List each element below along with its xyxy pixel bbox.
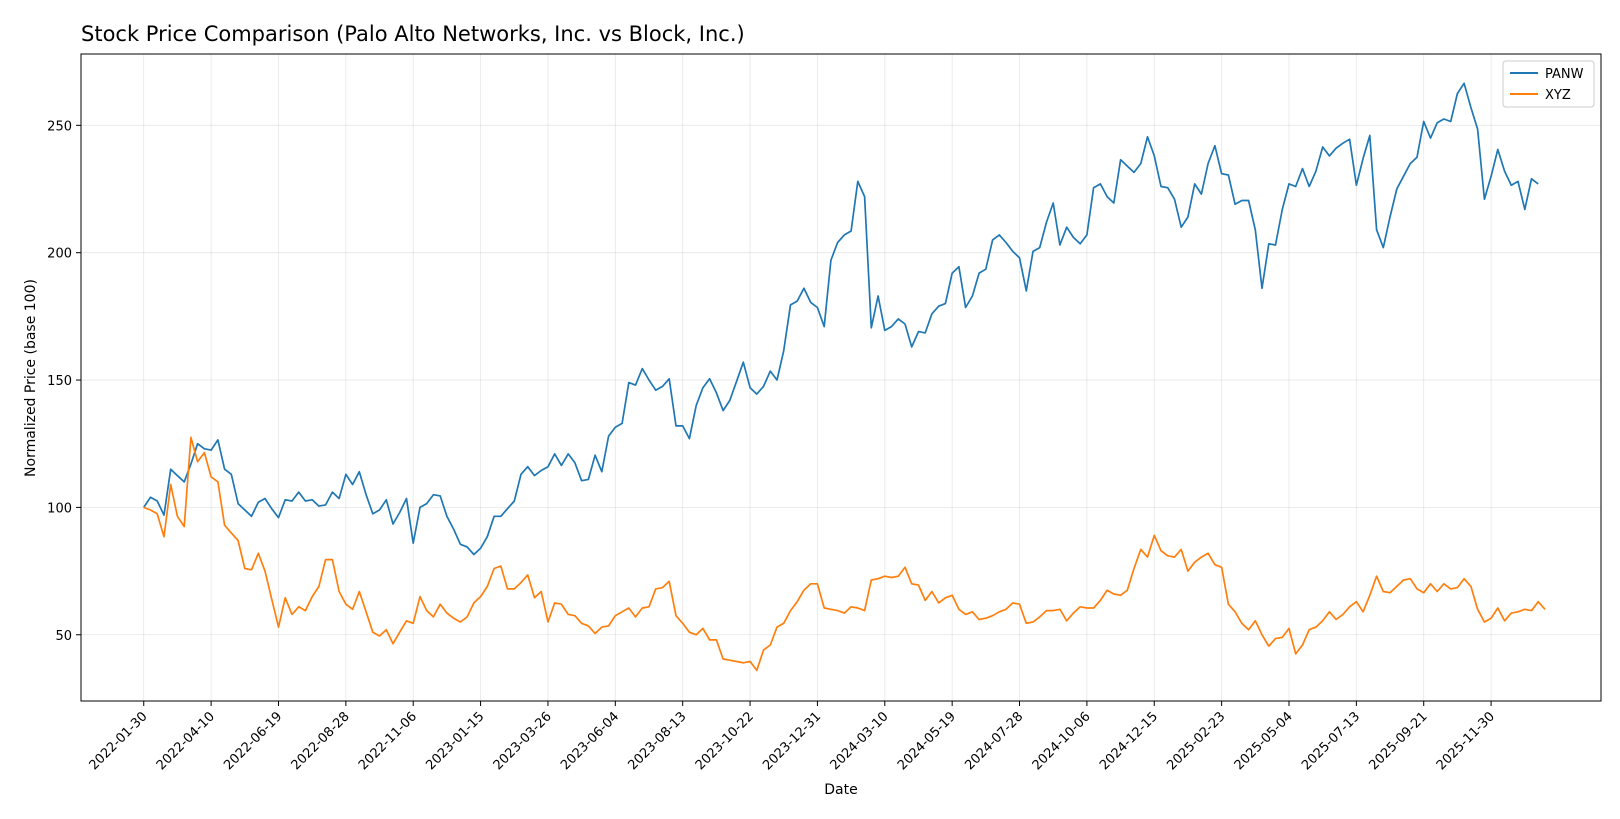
y-tick-label: 150 <box>47 374 72 389</box>
x-tick-label: 2023-03-26 <box>491 709 555 773</box>
x-tick-label: 2022-04-10 <box>154 709 218 773</box>
x-tick-label: 2025-09-21 <box>1367 709 1431 773</box>
x-tick-label: 2024-07-28 <box>962 709 1026 773</box>
y-axis-label: Normalized Price (base 100) <box>23 279 39 477</box>
x-tick-label: 2025-07-13 <box>1299 709 1363 773</box>
x-tick-label: 2023-01-15 <box>423 709 487 773</box>
series-line-panw <box>143 82 1539 556</box>
x-tick-label: 2024-03-10 <box>828 709 892 773</box>
x-axis: 2022-01-30 2022-04-10 2022-06-19 2022-08-28… <box>87 701 1498 773</box>
x-tick-label: 2023-10-22 <box>693 709 757 773</box>
chart-title: Stock Price Comparison (Palo Alto Networ… <box>81 22 745 46</box>
legend: PANW XYZ <box>1502 60 1595 108</box>
x-tick-label: 2024-10-06 <box>1030 709 1094 773</box>
plot-area <box>81 54 1601 701</box>
x-tick-label: 2025-05-04 <box>1232 709 1296 773</box>
series-lines <box>143 82 1546 672</box>
x-tick-label: 2022-06-19 <box>221 709 285 773</box>
x-tick-label: 2022-11-06 <box>356 709 420 773</box>
legend-label-panw: PANW <box>1545 67 1584 82</box>
y-tick-label: 250 <box>47 119 72 134</box>
y-axis: 50 100 150 200 250 <box>47 119 81 644</box>
x-tick-label: 2025-11-30 <box>1434 709 1498 773</box>
x-tick-label: 2025-02-23 <box>1164 709 1228 773</box>
x-tick-label: 2022-01-30 <box>87 709 151 773</box>
x-axis-label: Date <box>824 782 857 798</box>
x-tick-label: 2024-05-19 <box>895 709 959 773</box>
x-tick-label: 2023-06-04 <box>558 709 622 773</box>
x-tick-label: 2022-08-28 <box>289 709 353 773</box>
y-tick-label: 100 <box>47 501 72 516</box>
series-line-xyz <box>143 436 1546 672</box>
y-tick-label: 200 <box>47 247 72 262</box>
plot-frame <box>80 53 1602 702</box>
x-tick-label: 2023-12-31 <box>760 709 824 773</box>
x-tick-label: 2023-08-13 <box>625 709 689 773</box>
legend-label-xyz: XYZ <box>1545 88 1571 103</box>
y-tick-label: 50 <box>55 629 72 644</box>
x-tick-label: 2024-12-15 <box>1097 709 1161 773</box>
grid <box>81 54 1601 701</box>
